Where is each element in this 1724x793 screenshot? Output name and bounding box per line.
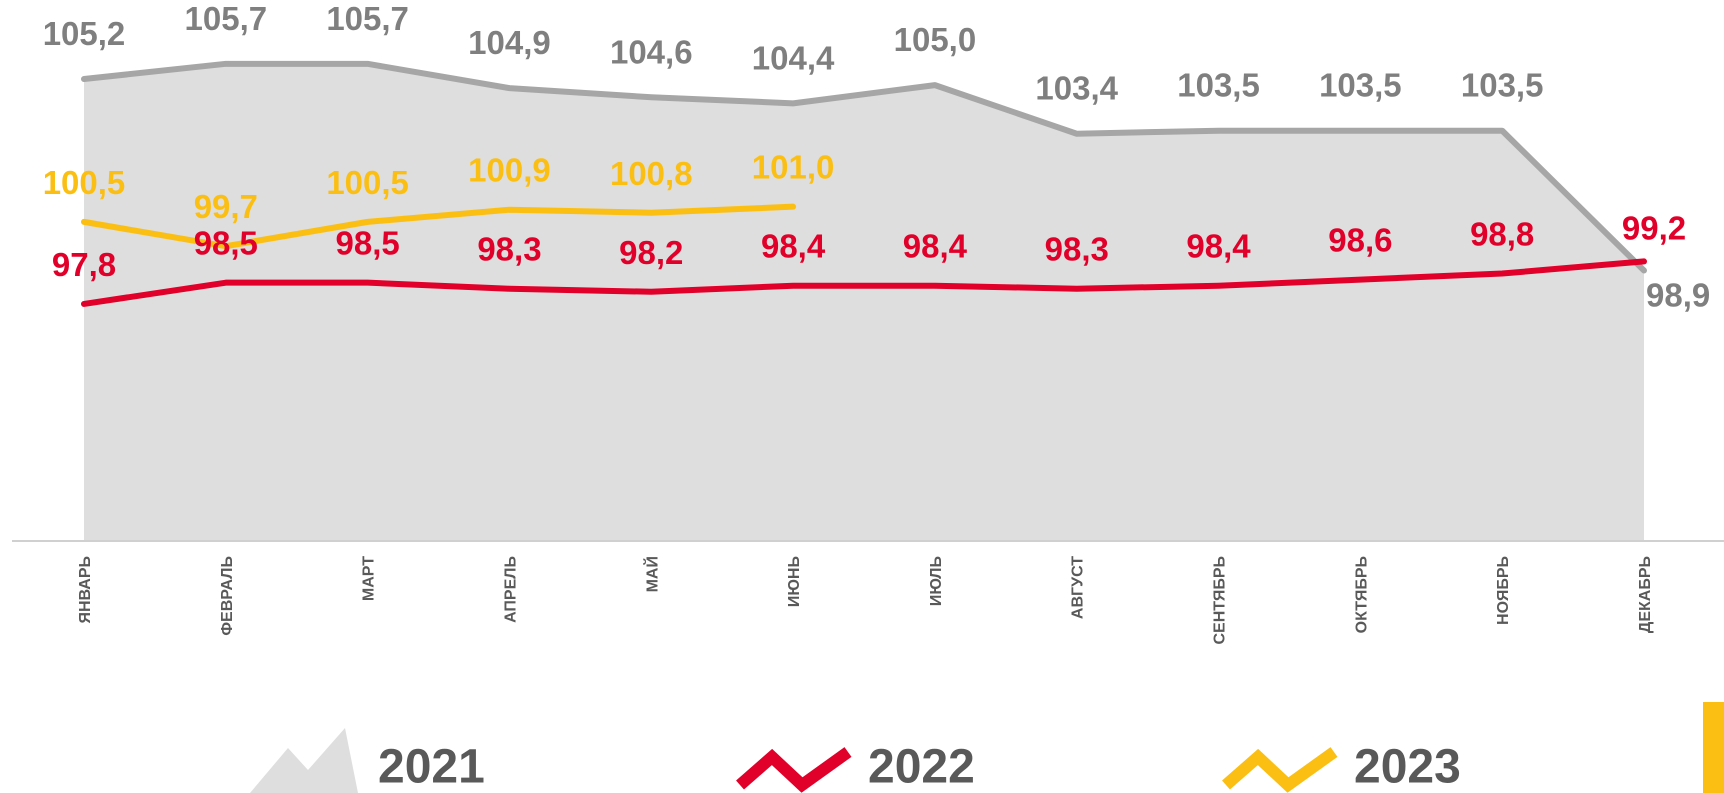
value-label: 99,7 — [194, 188, 258, 225]
decor-bar — [1703, 702, 1724, 793]
legend-icon — [736, 747, 852, 793]
value-label: 98,3 — [477, 231, 541, 268]
value-label: 103,5 — [1461, 67, 1544, 104]
value-label: 100,5 — [326, 164, 409, 201]
value-label: 98,3 — [1045, 231, 1109, 268]
x-tick-label: ЯНВАРЬ — [77, 556, 94, 624]
x-tick-label: ФЕВРАЛЬ — [219, 556, 236, 636]
x-tick-label: ДЕКАБРЬ — [1637, 556, 1654, 633]
x-tick-label: ОКТЯБРЬ — [1353, 556, 1370, 633]
line — [81, 203, 797, 250]
value-label: 100,8 — [610, 155, 693, 192]
x-tick-label: ИЮЛЬ — [928, 556, 945, 606]
value-label: 103,4 — [1035, 70, 1118, 107]
legend-icon — [250, 728, 358, 793]
value-label: 101,0 — [752, 149, 835, 186]
value-label: 104,6 — [610, 33, 693, 70]
x-tick-label: МАРТ — [361, 556, 378, 601]
x-tick-label: ИЮНЬ — [786, 556, 803, 607]
x-tick-label: АВГУСТ — [1070, 556, 1087, 619]
value-label: 105,7 — [185, 0, 268, 37]
value-label: 98,4 — [761, 228, 826, 265]
value-label: 103,5 — [1319, 67, 1402, 104]
legend-label: 2022 — [868, 741, 975, 793]
line — [81, 258, 1647, 307]
value-label: 98,5 — [194, 225, 258, 262]
value-label: 98,9 — [1646, 277, 1710, 314]
area-fill — [84, 63, 1644, 542]
value-label: 105,2 — [43, 15, 126, 52]
value-label: 97,8 — [52, 246, 116, 283]
value-label: 100,9 — [468, 152, 551, 189]
value-label: 98,2 — [619, 234, 683, 271]
value-label: 98,6 — [1328, 222, 1392, 259]
value-label: 98,5 — [336, 225, 400, 262]
value-label: 98,4 — [1186, 228, 1251, 265]
value-label: 100,5 — [43, 164, 126, 201]
line — [81, 60, 1647, 274]
value-label: 99,2 — [1622, 209, 1686, 246]
x-tick-label: АПРЕЛЬ — [502, 556, 519, 623]
legend-label: 2021 — [378, 741, 485, 793]
value-label: 104,9 — [468, 24, 551, 61]
value-label: 105,7 — [326, 0, 409, 37]
value-label: 104,4 — [752, 39, 835, 76]
x-tick-label: НОЯБРЬ — [1495, 556, 1512, 625]
value-label: 105,0 — [894, 21, 977, 58]
x-tick-label: МАЙ — [642, 556, 661, 592]
legend-icon — [1222, 747, 1338, 793]
legend-label: 2023 — [1354, 741, 1461, 793]
value-label: 103,5 — [1177, 67, 1260, 104]
value-label: 98,4 — [903, 228, 968, 265]
value-label: 98,8 — [1470, 216, 1534, 253]
x-tick-label: СЕНТЯБРЬ — [1212, 556, 1229, 645]
